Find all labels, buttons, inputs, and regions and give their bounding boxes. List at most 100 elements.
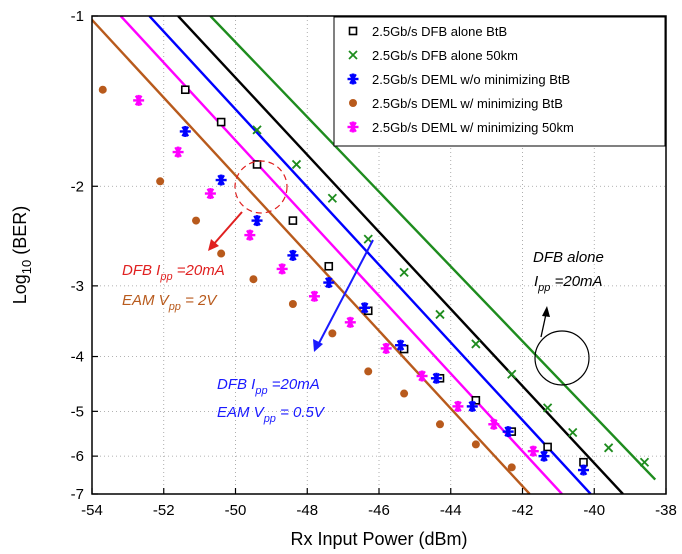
ticks: -54 -52 -50 -48 -46 -44 -42 -40 -38 -1 -2 -3 -4 -5 -6 -… (71, 8, 677, 519)
x-tick-label: -50 (225, 502, 247, 519)
data-point-series-1 (291, 159, 302, 170)
legend-marker-2 (347, 73, 359, 85)
black-arrowhead (542, 306, 550, 317)
data-point-series-3 (364, 367, 373, 376)
data-point-series-4 (452, 400, 464, 412)
data-point-series-3 (507, 463, 516, 472)
marker-square (471, 395, 481, 405)
data-point-series-0 (543, 442, 552, 452)
data-point-series-2 (538, 450, 550, 462)
data-point-series-1 (471, 339, 481, 349)
marker-square (348, 26, 358, 36)
data-point-series-1 (327, 193, 337, 203)
marker-square (288, 216, 298, 225)
blue-arrowhead (313, 339, 323, 352)
fit-lines (92, 16, 657, 494)
marker-square (324, 261, 334, 271)
y-tick-label: -6 (71, 448, 84, 465)
data-point-series-0 (252, 160, 262, 169)
x-tick-label: -54 (81, 502, 103, 519)
markers (98, 85, 650, 476)
red-annotation-line2: EAM Vpp = 2V (122, 292, 218, 313)
y-tick-label: -1 (71, 8, 84, 25)
data-point-series-1 (603, 443, 614, 453)
data-point-series-4 (488, 418, 500, 430)
legend-entry-2: 2.5Gb/s DEML w/o minimizing BtB (372, 72, 570, 87)
annotations: DFB alone Ipp =20mA DFB Ipp =20mA EAM Vp… (122, 160, 604, 425)
black-arrow-line (540, 313, 547, 338)
data-point-series-2 (215, 174, 227, 186)
legend-marker-0 (348, 26, 358, 36)
x-tick-label: -44 (440, 502, 462, 519)
y-tick-label: -3 (71, 278, 84, 295)
fit-line-series-1 (209, 16, 657, 481)
x-tick-label: -38 (655, 502, 677, 519)
data-point-series-0 (324, 261, 334, 271)
x-tick-label: -52 (153, 502, 175, 519)
legend-marker-3 (349, 99, 357, 107)
legend-marker-4 (347, 121, 359, 133)
data-point-series-0 (180, 85, 190, 95)
dfb-alone-label: DFB alone (533, 249, 604, 266)
data-point-series-4 (527, 445, 539, 457)
fit-line-series-3 (92, 18, 531, 494)
marker-square (216, 117, 226, 127)
data-point-series-3 (156, 177, 165, 186)
legend-entry-1: 2.5Gb/s DFB alone 50km (372, 48, 518, 63)
data-point-series-2 (502, 426, 514, 438)
data-point-series-0 (471, 395, 481, 405)
data-point-series-3 (249, 275, 258, 284)
data-point-series-1 (542, 403, 553, 413)
data-point-series-1 (399, 267, 409, 278)
marker-x-stroke (327, 193, 337, 203)
data-point-series-3 (435, 420, 444, 429)
data-point-series-4 (416, 370, 428, 382)
data-point-series-2 (395, 339, 407, 351)
marker-circle (328, 329, 337, 338)
marker-x-stroke (291, 159, 302, 170)
legend-box (333, 16, 666, 147)
marker-circle (364, 367, 373, 376)
marker-x-stroke (639, 457, 650, 467)
y-tick-label: -2 (71, 178, 84, 195)
data-point-series-4 (380, 342, 392, 354)
data-point-series-3 (471, 440, 480, 449)
data-point-series-1 (252, 125, 262, 135)
dfb-alone-ipp-label: Ipp =20mA (534, 273, 603, 294)
marker-circle (435, 420, 444, 429)
data-point-series-4 (172, 146, 184, 158)
fit-line-series-4 (119, 16, 563, 494)
y-tick-label: -7 (71, 486, 84, 503)
marker-x-stroke (542, 403, 553, 413)
data-point-series-2 (323, 277, 335, 289)
marker-x-stroke (399, 267, 409, 278)
data-point-series-1 (435, 309, 445, 320)
red-annotation-line1: DFB Ipp =20mA (122, 262, 225, 283)
y-axis-title: Log10 (BER) (10, 206, 34, 305)
data-point-series-3 (192, 216, 201, 225)
legend-markers (347, 26, 359, 133)
y-tick-label: -5 (71, 403, 84, 420)
marker-circle (288, 300, 297, 309)
x-tick-label: -46 (368, 502, 390, 519)
legend-marker-1 (348, 50, 358, 60)
marker-x-stroke (507, 369, 517, 379)
data-point-series-2 (466, 400, 478, 412)
data-point-series-3 (98, 85, 107, 94)
legend-entry-3: 2.5Gb/s DEML w/ minimizing BtB (372, 96, 563, 111)
red-dashed-circle (234, 160, 288, 214)
blue-annotation-line2: EAM Vpp = 0.5V (217, 404, 326, 425)
data-point-series-0 (288, 216, 298, 225)
marker-x-stroke (603, 443, 614, 453)
data-point-series-3 (400, 389, 409, 398)
red-arrowhead (208, 239, 219, 251)
marker-x-stroke (568, 427, 578, 438)
data-point-series-1 (363, 234, 373, 244)
data-point-series-2 (430, 372, 442, 384)
marker-circle (349, 99, 357, 107)
marker-x-stroke (471, 339, 481, 349)
marker-x-stroke (435, 309, 445, 320)
marker-circle (217, 249, 226, 258)
data-point-series-1 (639, 457, 650, 467)
